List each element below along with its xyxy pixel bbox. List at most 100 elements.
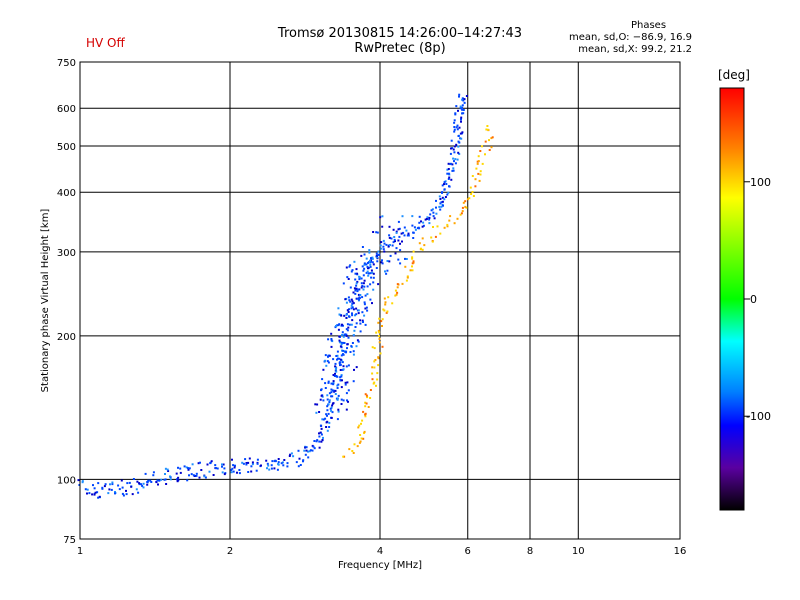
o-mode-echo-point bbox=[247, 461, 250, 464]
x-mode-echo-point bbox=[358, 441, 361, 444]
o-mode-echo-point bbox=[223, 467, 226, 470]
o-mode-echo-point bbox=[332, 358, 335, 361]
o-mode-echo-point bbox=[460, 118, 462, 121]
o-mode-echo-point bbox=[330, 382, 333, 385]
o-mode-echo-point bbox=[379, 244, 382, 247]
x-mode-echo-point bbox=[411, 269, 414, 272]
o-mode-echo-point bbox=[347, 400, 349, 403]
o-mode-echo-point bbox=[449, 152, 452, 155]
o-mode-echo-point bbox=[363, 263, 366, 266]
o-mode-echo-point bbox=[138, 482, 141, 485]
o-mode-echo-point bbox=[453, 128, 456, 131]
o-mode-echo-point bbox=[340, 386, 343, 389]
o-mode-echo-point bbox=[321, 378, 324, 381]
o-mode-echo-point bbox=[251, 461, 254, 464]
o-mode-echo-point bbox=[459, 107, 462, 110]
o-mode-echo-point bbox=[273, 460, 276, 463]
x-mode-echo-point bbox=[469, 186, 472, 189]
o-mode-echo-point bbox=[399, 262, 402, 265]
o-mode-echo-point bbox=[453, 119, 456, 122]
o-mode-echo-point bbox=[330, 395, 333, 398]
o-mode-echo-point bbox=[336, 350, 339, 353]
o-mode-echo-point bbox=[334, 365, 337, 368]
o-mode-echo-point bbox=[256, 458, 259, 461]
o-mode-echo-point bbox=[163, 478, 166, 481]
x-mode-echo-point bbox=[351, 450, 354, 452]
o-mode-echo-point bbox=[372, 263, 375, 266]
o-mode-echo-point bbox=[341, 379, 343, 382]
o-mode-echo-point bbox=[454, 162, 457, 165]
o-mode-echo-point bbox=[266, 462, 269, 465]
o-mode-echo-point bbox=[441, 200, 444, 203]
o-mode-echo-point bbox=[452, 167, 455, 170]
o-mode-echo-point bbox=[146, 483, 149, 486]
o-mode-echo-point bbox=[94, 491, 97, 494]
o-mode-echo-point bbox=[376, 260, 379, 263]
o-mode-echo-point bbox=[354, 292, 357, 295]
o-mode-echo-point bbox=[320, 427, 323, 430]
o-mode-echo-point bbox=[221, 463, 223, 466]
o-mode-echo-point bbox=[332, 382, 335, 384]
o-mode-echo-point bbox=[324, 359, 327, 362]
o-mode-echo-point bbox=[363, 285, 366, 288]
o-mode-echo-point bbox=[330, 391, 333, 394]
x-mode-echo-point bbox=[378, 337, 381, 340]
o-mode-echo-point bbox=[362, 321, 364, 323]
o-mode-echo-point bbox=[322, 399, 325, 402]
o-mode-echo-point bbox=[435, 212, 438, 215]
o-mode-echo-point bbox=[353, 329, 356, 332]
o-mode-echo-point bbox=[325, 413, 328, 416]
x-mode-echo-point bbox=[357, 426, 360, 429]
o-mode-echo-point bbox=[352, 308, 355, 311]
o-mode-echo-point bbox=[313, 440, 316, 442]
x-mode-echo-point bbox=[369, 397, 372, 399]
x-mode-echo-point bbox=[395, 293, 398, 296]
x-mode-echo-point bbox=[373, 366, 376, 369]
o-mode-echo-point bbox=[313, 447, 316, 450]
o-mode-echo-point bbox=[326, 409, 329, 412]
x-mode-echo-point bbox=[381, 345, 384, 348]
x-mode-echo-point bbox=[448, 219, 451, 222]
o-mode-echo-point bbox=[448, 176, 451, 179]
o-mode-echo-point bbox=[282, 464, 285, 467]
o-mode-echo-point bbox=[209, 462, 212, 465]
o-mode-echo-point bbox=[212, 474, 215, 476]
o-mode-echo-point bbox=[111, 481, 114, 484]
o-mode-echo-point bbox=[86, 492, 88, 495]
o-mode-echo-point bbox=[92, 484, 94, 487]
o-mode-echo-point bbox=[330, 388, 333, 391]
o-mode-echo-point bbox=[388, 236, 391, 239]
o-mode-echo-point bbox=[362, 274, 365, 277]
x-mode-echo-point bbox=[396, 286, 399, 289]
o-mode-echo-point bbox=[351, 342, 354, 344]
o-mode-echo-point bbox=[325, 426, 328, 428]
o-mode-echo-point bbox=[277, 463, 280, 466]
o-mode-echo-point bbox=[401, 240, 403, 243]
x-mode-echo-point bbox=[453, 222, 456, 225]
o-mode-echo-point bbox=[458, 95, 460, 98]
o-mode-echo-point bbox=[339, 363, 342, 366]
o-mode-echo-point bbox=[309, 449, 312, 452]
o-mode-echo-point bbox=[349, 300, 352, 303]
o-mode-echo-point bbox=[242, 462, 245, 465]
x-mode-echo-point bbox=[477, 160, 480, 163]
o-mode-echo-point bbox=[377, 283, 380, 286]
o-mode-echo-point bbox=[146, 481, 149, 483]
o-mode-echo-point bbox=[395, 230, 398, 233]
o-mode-echo-point bbox=[457, 140, 460, 143]
x-mode-echo-point bbox=[348, 448, 351, 451]
o-mode-echo-point bbox=[324, 354, 327, 357]
o-mode-echo-point bbox=[327, 354, 330, 357]
o-mode-echo-point bbox=[356, 272, 358, 275]
o-mode-echo-point bbox=[125, 489, 127, 492]
o-mode-echo-point bbox=[305, 449, 308, 452]
o-mode-echo-point bbox=[352, 334, 355, 337]
o-mode-echo-point bbox=[453, 130, 456, 133]
o-mode-echo-point bbox=[361, 265, 364, 268]
o-mode-echo-point bbox=[366, 265, 369, 268]
o-mode-echo-point bbox=[158, 479, 161, 482]
o-mode-echo-point bbox=[339, 358, 342, 361]
o-mode-echo-point bbox=[431, 208, 434, 211]
o-mode-echo-point bbox=[369, 283, 372, 286]
o-mode-echo-point bbox=[393, 236, 396, 238]
